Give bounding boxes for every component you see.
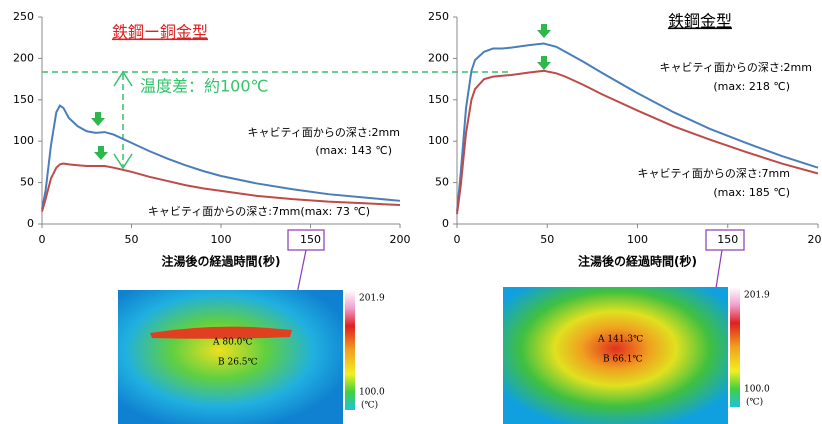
- series-line: [456, 69, 819, 215]
- x-tick-label: 150: [717, 233, 738, 246]
- point-b-label: B 26.5℃: [218, 358, 258, 368]
- point-a-label: A 80.0℃: [212, 338, 252, 348]
- y-tick-label: 250: [13, 10, 34, 23]
- y-tick-label: 150: [13, 93, 34, 106]
- x-axis-label: 注湯後の経過時間(秒): [578, 254, 697, 269]
- series-max-label: (max: 185 ℃): [713, 186, 790, 199]
- series-max-label: (max: 143 ℃): [315, 144, 392, 157]
- series-max-label: (max: 218 ℃): [713, 80, 790, 93]
- temperature-diff-marker: [42, 70, 512, 170]
- series-line: [456, 42, 819, 212]
- scale-max: 201.9: [359, 294, 385, 304]
- series-label: キャビティ面からの深さ:7mm: [638, 167, 790, 180]
- y-tick-label: 0: [442, 217, 449, 230]
- y-tick-label: 100: [13, 134, 34, 147]
- thermal-image: [118, 287, 740, 424]
- chart-title: 鉄鋼金型: [668, 12, 732, 31]
- series-line: [41, 162, 401, 212]
- scale-unit: (℃): [361, 400, 378, 411]
- y-tick-label: 150: [428, 93, 449, 106]
- scale-mid: 100.0: [744, 385, 770, 395]
- x-tick-label: 0: [454, 233, 461, 246]
- green-arrows: [91, 24, 551, 160]
- y-tick-label: 50: [20, 176, 34, 189]
- x-tick-label: 100: [211, 233, 232, 246]
- series-line: [41, 104, 401, 210]
- chart-title: 鉄鋼ー銅金型: [112, 23, 208, 42]
- scale-mid: 100.0: [359, 388, 385, 398]
- point-a-label: A 141.3℃: [597, 335, 643, 345]
- scale-unit: (℃): [746, 397, 763, 408]
- x-tick-label: 200: [808, 233, 822, 246]
- series-label: キャビティ面からの深さ:7mm(max: 73 ℃): [148, 205, 370, 218]
- x-axis-label: 注湯後の経過時間(秒): [162, 254, 281, 269]
- x-tick-label: 200: [390, 233, 411, 246]
- scale-max: 201.9: [744, 291, 770, 301]
- y-tick-label: 250: [428, 10, 449, 23]
- series-label: キャビティ面からの深さ:2mm: [660, 61, 812, 74]
- x-tick-label: 0: [39, 233, 46, 246]
- x-tick-label: 50: [540, 233, 554, 246]
- annotation: 温度差：約100℃: [140, 77, 269, 96]
- x-tick-label: 50: [125, 233, 139, 246]
- y-tick-label: 200: [13, 51, 34, 64]
- x-tick-label: 100: [627, 233, 648, 246]
- y-tick-label: 0: [27, 217, 34, 230]
- y-tick-label: 100: [428, 134, 449, 147]
- callout: [287, 229, 745, 295]
- x-tick-label: 150: [300, 233, 321, 246]
- point-b-label: B 66.1℃: [603, 355, 643, 365]
- y-tick-label: 200: [428, 51, 449, 64]
- series-label: キャビティ面からの深さ:2mm: [248, 126, 400, 139]
- y-tick-label: 50: [435, 176, 449, 189]
